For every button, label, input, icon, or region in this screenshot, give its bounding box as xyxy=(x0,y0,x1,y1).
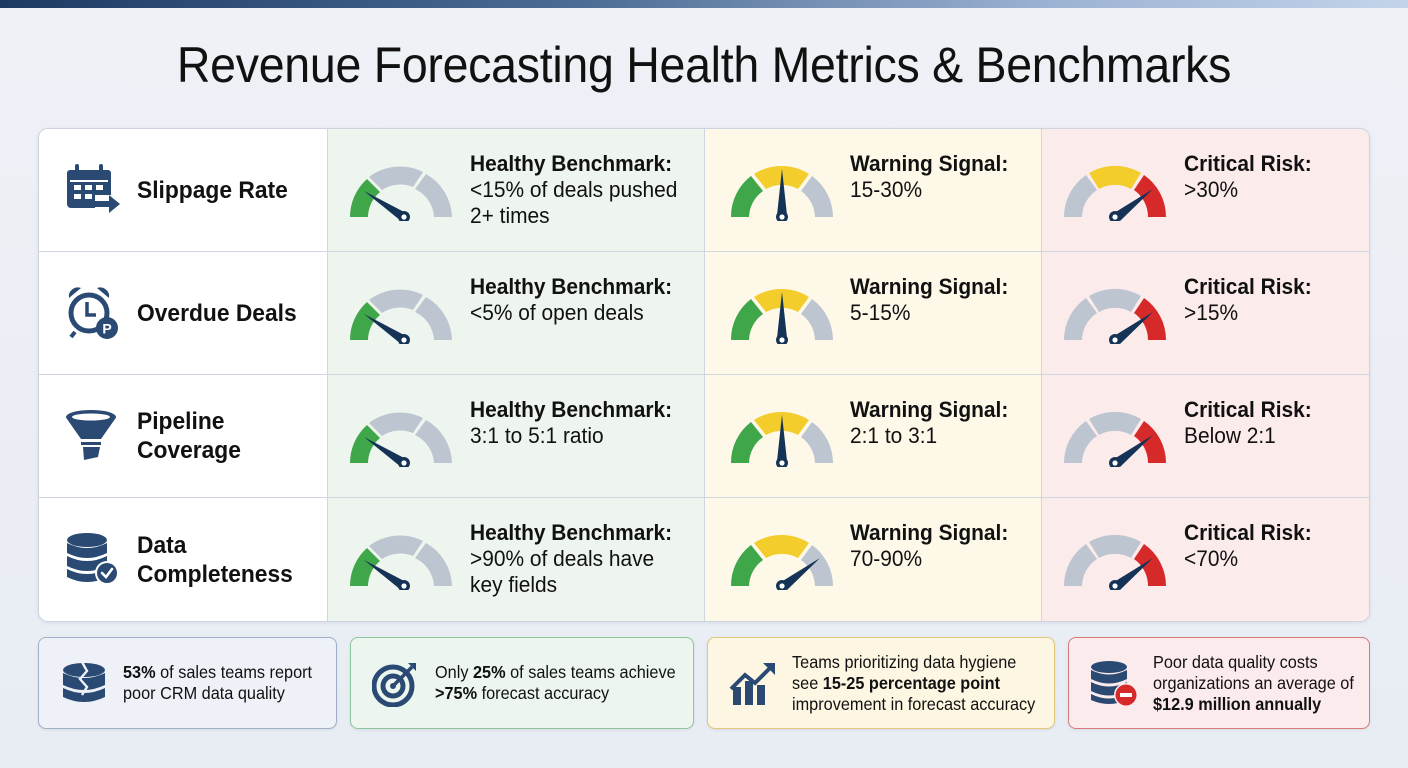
gauge-critical-icon xyxy=(1064,288,1166,344)
critical-title: Critical Risk: xyxy=(1184,520,1312,545)
gauge-warning-icon xyxy=(730,411,833,467)
healthy-value: <5% of open deals xyxy=(470,300,644,325)
warning-title: Warning Signal: xyxy=(850,151,1009,176)
warning-cell-pipeline-coverage: Warning Signal: 2:1 to 3:1 xyxy=(705,375,1042,498)
trend-up-chart-icon xyxy=(726,656,780,710)
stat-highlight: 15-25 percentage point xyxy=(823,672,1001,693)
metric-cell-slippage-rate: Slippage Rate xyxy=(39,129,328,252)
warning-title: Warning Signal: xyxy=(850,520,1009,545)
warning-value: 15-30% xyxy=(850,177,923,202)
svg-text:P: P xyxy=(102,321,111,337)
healthy-cell-pipeline-coverage: Healthy Benchmark: 3:1 to 5:1 ratio xyxy=(328,375,705,498)
gauge-warning-icon xyxy=(730,165,833,221)
warning-cell-slippage-rate: Warning Signal: 15-30% xyxy=(705,129,1042,252)
stat-highlight: >75% xyxy=(434,683,477,703)
gauge-warning-icon xyxy=(730,534,833,590)
warning-title: Warning Signal: xyxy=(850,274,1009,299)
gauge-healthy-icon xyxy=(350,412,452,467)
healthy-cell-data-completeness: Healthy Benchmark: >90% of deals have ke… xyxy=(328,498,705,621)
stat-highlight: $12.9 million annually xyxy=(1153,693,1322,714)
funnel-icon xyxy=(65,407,123,465)
metric-cell-data-completeness: Data Completeness xyxy=(39,498,328,621)
metric-cell-overdue-deals: P Overdue Deals xyxy=(39,252,328,375)
critical-cell-slippage-rate: Critical Risk: >30% xyxy=(1042,129,1369,252)
broken-database-icon xyxy=(57,656,111,710)
gauge-warning-icon xyxy=(730,288,833,344)
warning-value: 70-90% xyxy=(850,546,923,571)
critical-value: <70% xyxy=(1184,546,1239,571)
stats-row: 53% of sales teams report poor CRM data … xyxy=(38,637,1370,729)
target-icon xyxy=(369,656,423,710)
gauge-healthy-icon xyxy=(350,535,452,590)
warning-value: 2:1 to 3:1 xyxy=(850,423,938,448)
stat-card-data-cost: Poor data quality costs organizations an… xyxy=(1068,637,1370,729)
critical-title: Critical Risk: xyxy=(1184,397,1312,422)
metric-label: Overdue Deals xyxy=(137,299,297,327)
alarm-clock-icon: P xyxy=(65,284,123,342)
critical-value: >15% xyxy=(1184,300,1239,325)
metric-label: Data Completeness xyxy=(137,531,293,588)
stat-highlight: 53% xyxy=(123,662,156,682)
database-error-icon xyxy=(1087,656,1141,710)
database-check-icon xyxy=(65,531,123,589)
gauge-critical-icon xyxy=(1064,165,1166,221)
page-title: Revenue Forecasting Health Metrics & Ben… xyxy=(176,37,1232,93)
healthy-value: >90% of deals have key fields xyxy=(470,546,655,597)
top-accent-bar xyxy=(0,0,1408,8)
healthy-title: Healthy Benchmark: xyxy=(470,397,673,422)
gauge-healthy-icon xyxy=(350,289,452,344)
healthy-value: <15% of deals pushed 2+ times xyxy=(470,177,678,228)
gauge-critical-icon xyxy=(1064,411,1166,467)
metric-cell-pipeline-coverage: Pipeline Coverage xyxy=(39,375,328,498)
metrics-table: Slippage Rate Healthy Benchmark: <15% of… xyxy=(38,128,1370,622)
healthy-title: Healthy Benchmark: xyxy=(470,520,673,545)
metric-label: Pipeline Coverage xyxy=(137,408,241,464)
stat-highlight: 25% xyxy=(472,662,506,682)
critical-cell-data-completeness: Critical Risk: <70% xyxy=(1042,498,1369,621)
healthy-title: Healthy Benchmark: xyxy=(470,274,673,299)
gauge-critical-icon xyxy=(1064,534,1166,590)
metric-label: Slippage Rate xyxy=(137,176,288,204)
gauge-healthy-icon xyxy=(350,166,452,221)
critical-title: Critical Risk: xyxy=(1184,151,1312,176)
critical-value: Below 2:1 xyxy=(1184,423,1276,448)
healthy-title: Healthy Benchmark: xyxy=(470,151,673,176)
warning-title: Warning Signal: xyxy=(850,397,1009,422)
healthy-value: 3:1 to 5:1 ratio xyxy=(470,423,604,448)
critical-cell-overdue-deals: Critical Risk: >15% xyxy=(1042,252,1369,375)
warning-value: 5-15% xyxy=(850,300,911,325)
critical-title: Critical Risk: xyxy=(1184,274,1312,299)
calendar-arrow-icon xyxy=(65,161,123,219)
stat-card-crm-quality: 53% of sales teams report poor CRM data … xyxy=(38,637,337,729)
stat-card-forecast-accuracy: Only 25% of sales teams achieve >75% for… xyxy=(349,637,695,729)
warning-cell-data-completeness: Warning Signal: 70-90% xyxy=(705,498,1042,621)
healthy-cell-overdue-deals: Healthy Benchmark: <5% of open deals xyxy=(328,252,705,375)
critical-cell-pipeline-coverage: Critical Risk: Below 2:1 xyxy=(1042,375,1369,498)
critical-value: >30% xyxy=(1184,177,1239,202)
stat-card-data-hygiene: Teams prioritizing data hygiene see 15-2… xyxy=(707,637,1056,729)
healthy-cell-slippage-rate: Healthy Benchmark: <15% of deals pushed … xyxy=(328,129,705,252)
warning-cell-overdue-deals: Warning Signal: 5-15% xyxy=(705,252,1042,375)
